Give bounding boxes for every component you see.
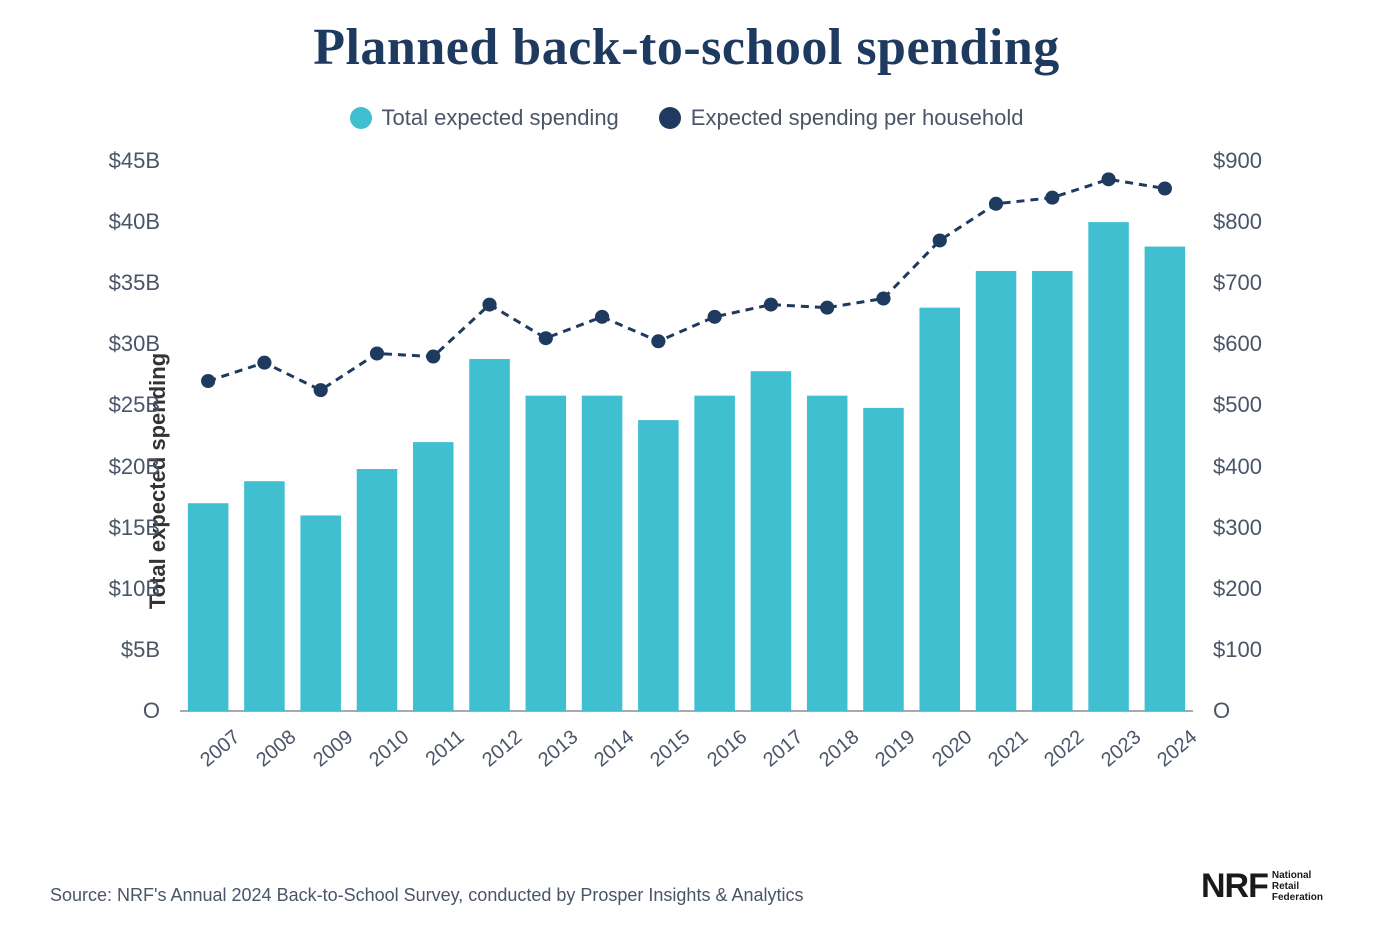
chart-title: Planned back-to-school spending [0,0,1373,77]
x-tick: 2024 [1153,726,1202,772]
x-tick: 2010 [365,726,414,772]
x-tick: 2013 [534,726,583,772]
y-right-tick: $100 [1213,637,1313,663]
line-marker [370,347,384,361]
bar [526,396,567,711]
line-marker [482,298,496,312]
legend-item-line: Expected spending per household [659,105,1024,131]
line-marker [876,292,890,306]
x-tick: 2008 [253,726,302,772]
line-marker [426,350,440,364]
y-left-tick: $30B [60,331,160,357]
bar [863,408,904,711]
y-right-tick: $700 [1213,270,1313,296]
bar [300,515,341,711]
x-tick-labels: 2007200820092010201120122013201420152016… [180,716,1193,801]
line-marker [989,197,1003,211]
bar [807,396,848,711]
bar [1145,247,1186,711]
y-left-tick: $10B [60,576,160,602]
y-left-tick: O [60,698,160,724]
y-right-tick: $800 [1213,209,1313,235]
x-tick: 2007 [196,726,245,772]
y-right-tick: $900 [1213,148,1313,174]
line-marker [933,233,947,247]
x-tick: 2020 [928,726,977,772]
y-right-tick: $600 [1213,331,1313,357]
y-right-tick: $200 [1213,576,1313,602]
line-marker [708,310,722,324]
y-left-tick: $15B [60,515,160,541]
y-left-tick: $35B [60,270,160,296]
x-tick: 2023 [1097,726,1146,772]
line-marker [539,331,553,345]
bar [469,359,510,711]
line-marker [201,374,215,388]
nrf-logo: NRF National Retail Federation [1201,867,1323,906]
x-tick: 2012 [478,726,527,772]
line-marker [257,356,271,370]
bar [638,420,679,711]
legend-swatch-dot-icon [659,107,681,129]
chart-area: Total expected spending Expected spendin… [70,161,1303,801]
legend-swatch-bar-icon [350,107,372,129]
bar [188,503,229,711]
plot-region [180,161,1193,711]
line-marker [1045,191,1059,205]
line-marker [764,298,778,312]
footer: Source: NRF's Annual 2024 Back-to-School… [50,867,1323,906]
legend-line-label: Expected spending per household [691,105,1024,131]
logo-line3: Federation [1272,892,1323,903]
bar [919,308,960,711]
line-marker [1158,182,1172,196]
logo-line1: National [1272,870,1311,881]
x-tick: 2021 [984,726,1033,772]
legend-bar-label: Total expected spending [382,105,619,131]
x-tick: 2015 [647,726,696,772]
chart-svg [180,161,1193,711]
bar [1088,222,1129,711]
bar [751,371,792,711]
line-marker [595,310,609,324]
bar [357,469,398,711]
legend: Total expected spending Expected spendin… [0,105,1373,131]
y-right-tick: $400 [1213,454,1313,480]
y-left-tick: $5B [60,637,160,663]
y-left-tick-labels: O$5B$10B$15B$20B$25B$30B$35B$40B$45B [70,161,170,711]
bar [582,396,623,711]
line-marker [820,301,834,315]
source-text: Source: NRF's Annual 2024 Back-to-School… [50,885,804,906]
y-right-tick: $500 [1213,392,1313,418]
x-tick: 2022 [1040,726,1089,772]
line-series [208,179,1165,390]
x-tick: 2019 [872,726,921,772]
bar [1032,271,1073,711]
y-left-tick: $40B [60,209,160,235]
line-marker [651,334,665,348]
bar [694,396,735,711]
x-tick: 2016 [703,726,752,772]
x-tick: 2017 [759,726,808,772]
y-right-tick: $300 [1213,515,1313,541]
bar [244,481,285,711]
legend-item-bar: Total expected spending [350,105,619,131]
y-right-tick: O [1213,698,1313,724]
y-left-tick: $25B [60,392,160,418]
y-right-tick-labels: O$100$200$300$400$500$600$700$800$900 [1203,161,1303,711]
logo-line2: Retail [1272,881,1299,892]
line-marker [1101,172,1115,186]
logo-main-text: NRF [1201,867,1268,906]
bar [413,442,454,711]
y-left-tick: $20B [60,454,160,480]
x-tick: 2009 [309,726,358,772]
bar [976,271,1017,711]
x-tick: 2018 [815,726,864,772]
x-tick: 2014 [590,726,639,772]
logo-sub-text: National Retail Federation [1272,870,1323,903]
y-left-tick: $45B [60,148,160,174]
line-marker [314,383,328,397]
x-tick: 2011 [422,726,470,771]
